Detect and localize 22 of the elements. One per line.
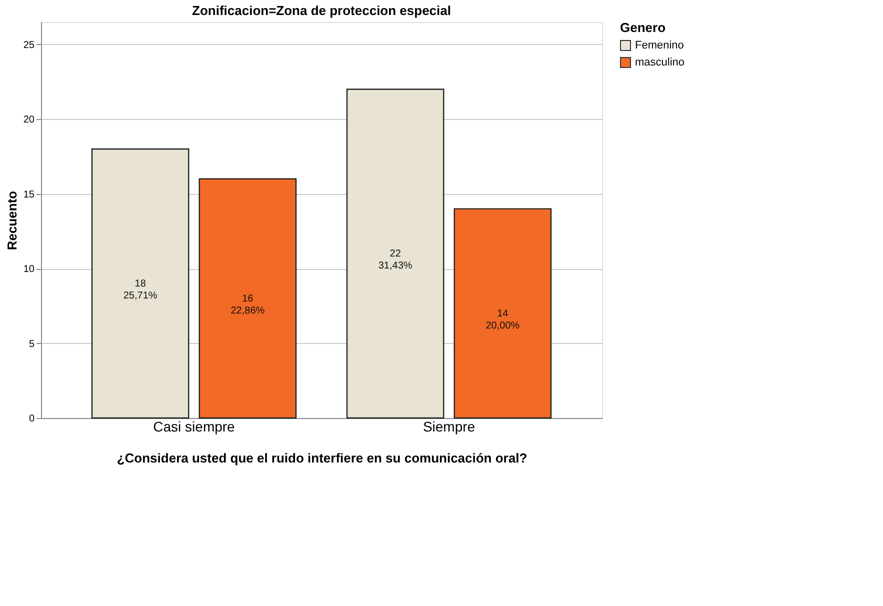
y-tick-label: 5 bbox=[28, 338, 35, 350]
y-tick-label: 20 bbox=[23, 114, 35, 126]
x-tick-label: Siempre bbox=[422, 418, 476, 434]
bar bbox=[454, 208, 552, 419]
y-tick-label: 25 bbox=[23, 40, 35, 51]
x-tick-label: Casi siempre bbox=[153, 418, 236, 434]
y-tick-label: 10 bbox=[23, 264, 35, 276]
data-label: 18 25,71% bbox=[123, 278, 158, 302]
legend-title: Genero bbox=[620, 20, 666, 35]
bar bbox=[198, 178, 297, 419]
chart-title: Zonificacion=Zona de proteccion especial bbox=[192, 3, 451, 18]
legend-label: masculino bbox=[635, 56, 685, 68]
data-label: 14 20,00% bbox=[486, 308, 520, 332]
data-label: 16 22,86% bbox=[230, 293, 265, 316]
data-label: 22 31,43% bbox=[378, 248, 412, 272]
y-tick-label: 0 bbox=[28, 414, 35, 424]
y-axis-title: Recuento bbox=[4, 190, 20, 250]
legend-label: Femenino bbox=[635, 40, 684, 52]
y-tick-label: 15 bbox=[23, 189, 35, 200]
bar bbox=[346, 88, 444, 419]
bar bbox=[91, 148, 190, 419]
x-axis-title: ¿Considera usted que el ruido interfiere en su comunicación oral? bbox=[116, 450, 528, 466]
